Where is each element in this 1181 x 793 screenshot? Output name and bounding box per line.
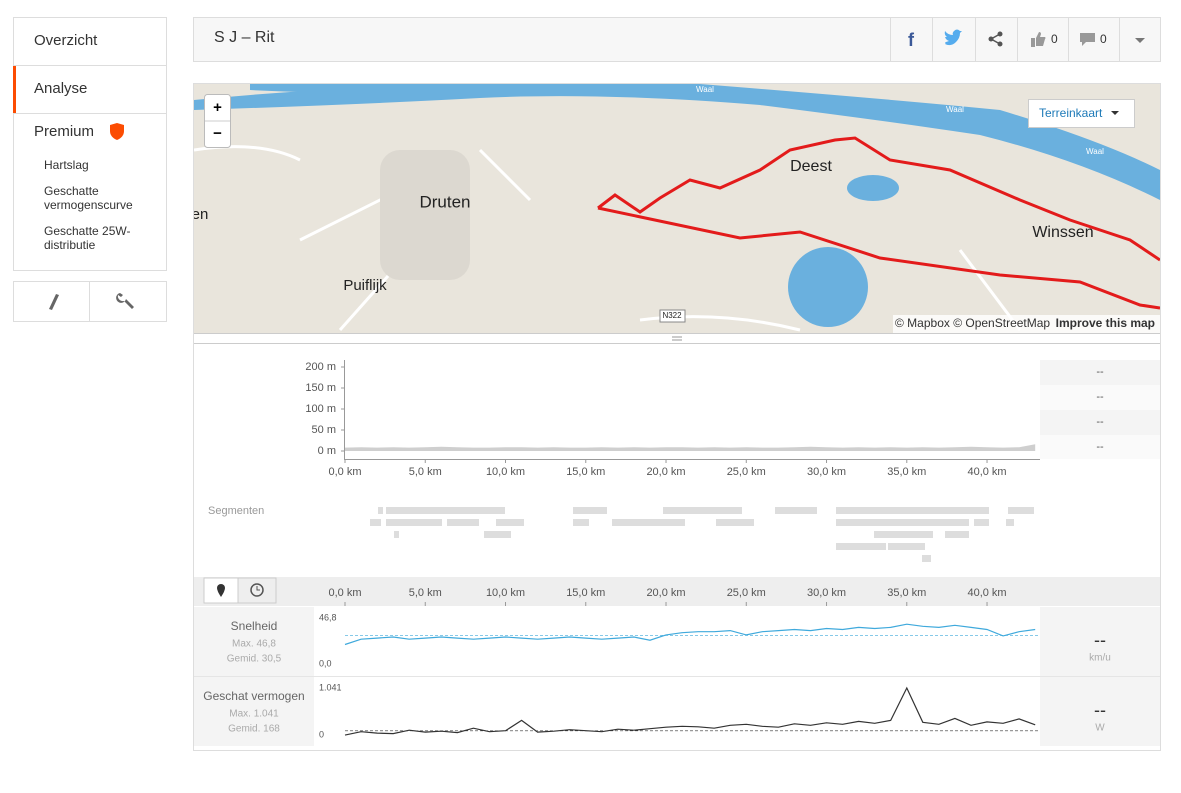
zoom-out[interactable]: − (213, 125, 222, 142)
metric-label: Snelheid (231, 619, 278, 633)
analysis-panel (193, 83, 1161, 751)
map-style-label: Terreinkaart (1039, 106, 1103, 120)
kudos-icon[interactable] (1031, 32, 1046, 47)
map-label: en (192, 206, 209, 223)
elevation-area (345, 444, 1036, 451)
premium-icon (110, 123, 124, 140)
map-label: N322 (662, 311, 682, 320)
metric-max: Max. 1.041 (229, 709, 279, 720)
x-tick-label: 20,0 km (646, 587, 685, 599)
active-indicator (13, 66, 16, 113)
y-tick-label: 200 m (305, 361, 336, 373)
premium-item: Geschatte (44, 184, 99, 198)
segments-label: Segmenten (208, 505, 264, 517)
y-tick-label: 46,8 (319, 612, 337, 622)
activity-title: S J – Rit (214, 29, 275, 46)
facebook-button[interactable]: f (908, 30, 915, 50)
y-tick-label: 0 (319, 729, 324, 739)
improve-map-link[interactable]: Improve this map (1056, 316, 1155, 330)
map-label: Deest (790, 158, 832, 175)
map-style-button[interactable] (1028, 99, 1135, 128)
y-tick-label: 1.041 (319, 682, 342, 692)
comment-count: 0 (1100, 32, 1107, 46)
metric-avg: Gemid. 168 (228, 724, 280, 735)
y-tick-label: 0 m (318, 445, 336, 457)
map-label: Puiflijk (343, 277, 387, 294)
x-tick-label: 10,0 km (486, 466, 525, 478)
nav-item[interactable]: Analyse (34, 80, 87, 97)
zoom-in[interactable]: + (213, 99, 222, 116)
segments (370, 507, 1034, 562)
x-tick-label: 30,0 km (807, 466, 846, 478)
x-tick-label: 30,0 km (807, 587, 846, 599)
stat-value: -- (1096, 416, 1104, 428)
x-tick-label: 5,0 km (409, 466, 442, 478)
x-tick-label: 40,0 km (967, 587, 1006, 599)
stat-value: -- (1096, 441, 1104, 453)
header (193, 17, 1161, 62)
nav-item[interactable]: Premium (34, 123, 94, 140)
zoom-control (204, 94, 231, 148)
twitter-button[interactable] (944, 29, 962, 46)
x-tick-label: 0,0 km (328, 587, 361, 599)
metric-stat: -- (1094, 700, 1106, 720)
y-tick-label: 50 m (312, 424, 336, 436)
x-tick-label: 35,0 km (887, 466, 926, 478)
premium-item: vermogenscurve (44, 198, 133, 212)
metric-max: Max. 46,8 (232, 639, 276, 650)
more-button[interactable] (1135, 38, 1145, 43)
share-button[interactable] (988, 31, 1003, 47)
map: Druten Deest Winssen Puiflijk en N322 Waal Waal… (192, 84, 1160, 333)
metric-label: Geschat vermogen (203, 689, 304, 703)
nav-item[interactable]: Overzicht (34, 32, 98, 49)
premium-item: Hartslag (44, 158, 89, 172)
x-tick-label: 10,0 km (486, 587, 525, 599)
x-tick-label: 15,0 km (566, 466, 605, 478)
kudos-count: 0 (1051, 32, 1058, 46)
x-tick-label: 25,0 km (727, 587, 766, 599)
x-tick-label: 20,0 km (646, 466, 685, 478)
premium-item: Geschatte 25W- (44, 224, 130, 238)
x-tick-label: 0,0 km (328, 466, 361, 478)
x-tick-label: 25,0 km (727, 466, 766, 478)
map-label: Winssen (1032, 224, 1093, 241)
speed-line (344, 623, 1036, 646)
y-tick-label: 100 m (305, 403, 336, 415)
settings-icon[interactable] (116, 293, 134, 309)
metric-stat: -- (1094, 630, 1106, 650)
x-tick-label: 5,0 km (409, 587, 442, 599)
premium-item: distributie (44, 238, 96, 252)
x-tick-label: 35,0 km (887, 587, 926, 599)
x-tick-label: 15,0 km (566, 587, 605, 599)
stat-value: -- (1096, 366, 1104, 378)
map-label: Waal (696, 85, 714, 94)
edit-icon[interactable] (49, 294, 59, 310)
sidebar (13, 17, 167, 271)
comment-icon[interactable] (1080, 33, 1095, 46)
y-tick-label: 0,0 (319, 658, 332, 668)
route (597, 136, 1160, 310)
map-label: Waal (1086, 147, 1104, 156)
map-label: Waal (946, 105, 964, 114)
metric-unit: W (1095, 723, 1105, 734)
metric-unit: km/u (1089, 653, 1111, 664)
metric-avg: Gemid. 30,5 (227, 654, 282, 665)
stat-value: -- (1096, 391, 1104, 403)
y-tick-label: 150 m (305, 382, 336, 394)
map-label: Druten (419, 192, 470, 211)
attribution[interactable]: © Mapbox © OpenStreetMap (895, 316, 1050, 330)
power-line (344, 686, 1036, 736)
x-tick-label: 40,0 km (967, 466, 1006, 478)
